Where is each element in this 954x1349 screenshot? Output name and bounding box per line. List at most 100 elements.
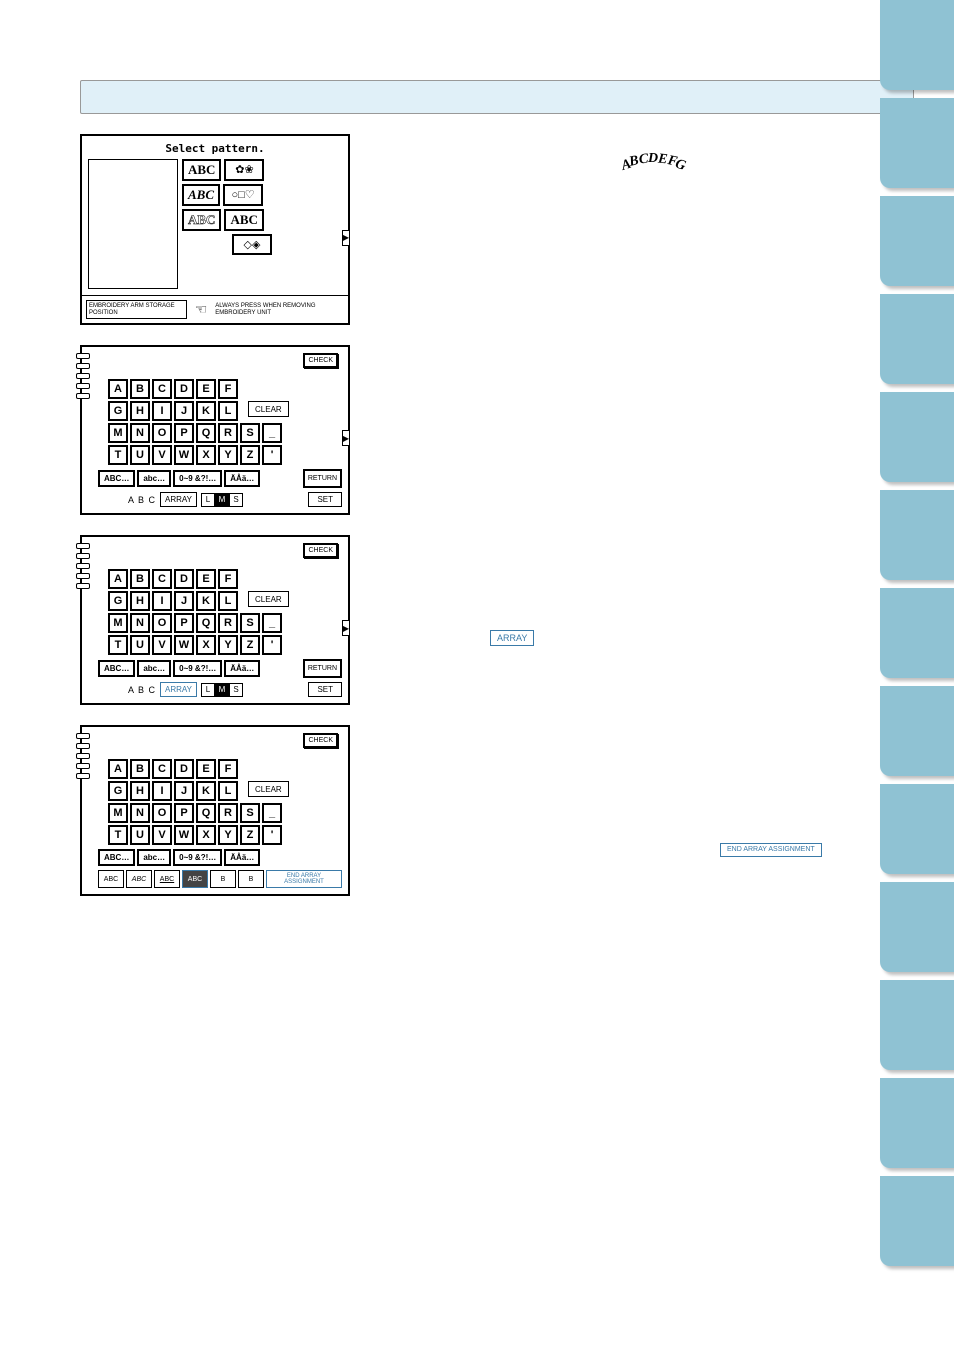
size-l[interactable]: L <box>201 493 215 507</box>
key-n[interactable]: N <box>130 803 150 823</box>
array-option-0[interactable]: ABC <box>98 870 124 888</box>
key-i[interactable]: I <box>152 401 172 421</box>
key-h[interactable]: H <box>130 591 150 611</box>
key-u[interactable]: U <box>130 445 150 465</box>
end-array-assignment-button[interactable]: END ARRAY ASSIGNMENT <box>266 870 342 888</box>
key-r[interactable]: R <box>218 423 238 443</box>
key-w[interactable]: W <box>174 445 194 465</box>
key-y[interactable]: Y <box>218 825 238 845</box>
key-p[interactable]: P <box>174 803 194 823</box>
key-h[interactable]: H <box>130 781 150 801</box>
key-o[interactable]: O <box>152 803 172 823</box>
key-q[interactable]: Q <box>196 613 216 633</box>
font-style-4[interactable]: ABC <box>224 209 263 231</box>
check-button[interactable]: CHECK <box>303 543 338 558</box>
key-t[interactable]: T <box>108 635 128 655</box>
tab-8[interactable] <box>880 686 954 776</box>
key-k[interactable]: K <box>196 401 216 421</box>
array-button-active[interactable]: ARRAY <box>160 682 197 697</box>
key-h[interactable]: H <box>130 401 150 421</box>
array-option-2[interactable]: ABC <box>154 870 180 888</box>
key-b[interactable]: B <box>130 569 150 589</box>
clear-button[interactable]: CLEAR <box>248 401 289 417</box>
size-m[interactable]: M <box>215 493 229 507</box>
size-s[interactable]: S <box>229 683 243 697</box>
mode-button-2[interactable]: 0~9 &?!… <box>173 849 222 866</box>
mode-button-2[interactable]: 0~9 &?!… <box>173 660 222 677</box>
key-e[interactable]: E <box>196 569 216 589</box>
page-next-icon[interactable]: ▶ <box>342 430 350 446</box>
font-style-2[interactable]: ABC <box>182 184 220 206</box>
key-m[interactable]: M <box>108 423 128 443</box>
key-s[interactable]: S <box>240 423 260 443</box>
return-button[interactable]: RETURN <box>303 469 342 488</box>
key-f[interactable]: F <box>218 379 238 399</box>
tab-3[interactable] <box>880 196 954 286</box>
check-button[interactable]: CHECK <box>303 353 338 368</box>
key-a[interactable]: A <box>108 379 128 399</box>
key-o[interactable]: O <box>152 613 172 633</box>
array-option-5[interactable]: B <box>238 870 264 888</box>
key-z[interactable]: Z <box>240 635 260 655</box>
key-i[interactable]: I <box>152 591 172 611</box>
tab-1[interactable] <box>880 0 954 90</box>
mode-button-3[interactable]: ÄÅä… <box>224 470 260 487</box>
size-selector[interactable]: LMS <box>201 493 243 507</box>
set-button[interactable]: SET <box>308 682 342 697</box>
key-q[interactable]: Q <box>196 803 216 823</box>
key-t[interactable]: T <box>108 825 128 845</box>
key-r[interactable]: R <box>218 613 238 633</box>
key-i[interactable]: I <box>152 781 172 801</box>
key-c[interactable]: C <box>152 379 172 399</box>
key-w[interactable]: W <box>174 635 194 655</box>
pattern-icons-3[interactable]: ◇◈ <box>232 234 272 255</box>
key-n[interactable]: N <box>130 613 150 633</box>
key-b[interactable]: B <box>130 379 150 399</box>
storage-position-button[interactable]: EMBROIDERY ARM STORAGE POSITION <box>86 300 187 319</box>
key-y[interactable]: Y <box>218 635 238 655</box>
key-g[interactable]: G <box>108 781 128 801</box>
key-j[interactable]: J <box>174 401 194 421</box>
tab-6[interactable] <box>880 490 954 580</box>
mode-button-1[interactable]: abc… <box>137 660 171 677</box>
key-o[interactable]: O <box>152 423 172 443</box>
key-r[interactable]: R <box>218 803 238 823</box>
size-selector[interactable]: LMS <box>201 683 243 697</box>
key-x[interactable]: X <box>196 445 216 465</box>
tab-4[interactable] <box>880 294 954 384</box>
key-w[interactable]: W <box>174 825 194 845</box>
key-e[interactable]: E <box>196 379 216 399</box>
key-j[interactable]: J <box>174 591 194 611</box>
key-x[interactable]: X <box>196 825 216 845</box>
mode-button-3[interactable]: ÄÅä… <box>224 849 260 866</box>
key-d[interactable]: D <box>174 569 194 589</box>
mode-button-1[interactable]: abc… <box>137 849 171 866</box>
key-m[interactable]: M <box>108 613 128 633</box>
page-next-icon[interactable]: ▶ <box>342 230 350 246</box>
mode-button-0[interactable]: ABC… <box>98 849 135 866</box>
mode-button-3[interactable]: ÄÅä… <box>224 660 260 677</box>
array-option-3[interactable]: ABC <box>182 870 208 888</box>
key-_[interactable]: _ <box>262 613 282 633</box>
key-k[interactable]: K <box>196 591 216 611</box>
key-f[interactable]: F <box>218 569 238 589</box>
key-p[interactable]: P <box>174 613 194 633</box>
tab-11[interactable] <box>880 980 954 1070</box>
key-v[interactable]: V <box>152 635 172 655</box>
key-v[interactable]: V <box>152 825 172 845</box>
size-m[interactable]: M <box>215 683 229 697</box>
mode-button-0[interactable]: ABC… <box>98 660 135 677</box>
key-f[interactable]: F <box>218 759 238 779</box>
key-z[interactable]: Z <box>240 825 260 845</box>
size-l[interactable]: L <box>201 683 215 697</box>
key-c[interactable]: C <box>152 569 172 589</box>
array-option-1[interactable]: ABC <box>126 870 152 888</box>
key-j[interactable]: J <box>174 781 194 801</box>
mode-button-0[interactable]: ABC… <box>98 470 135 487</box>
set-button[interactable]: SET <box>308 492 342 507</box>
key-y[interactable]: Y <box>218 445 238 465</box>
key-_[interactable]: _ <box>262 803 282 823</box>
key-_[interactable]: _ <box>262 423 282 443</box>
key-p[interactable]: P <box>174 423 194 443</box>
key-l[interactable]: L <box>218 401 238 421</box>
